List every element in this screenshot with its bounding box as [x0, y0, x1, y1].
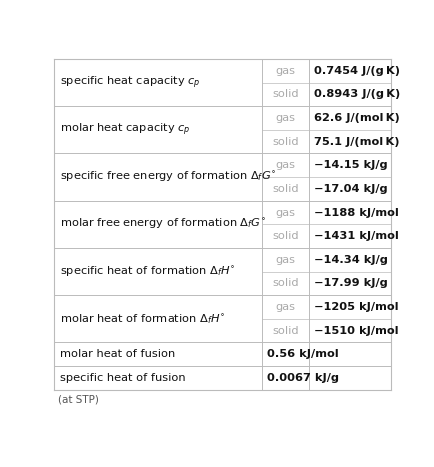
Text: solid: solid: [271, 89, 298, 99]
Text: specific heat of formation $\Delta_{f}H^{\circ}$: specific heat of formation $\Delta_{f}H^…: [59, 264, 235, 279]
Text: 0.56 kJ/mol: 0.56 kJ/mol: [266, 349, 338, 359]
Text: gas: gas: [275, 66, 295, 76]
Text: molar heat capacity $c_{p}$: molar heat capacity $c_{p}$: [59, 121, 190, 138]
Text: solid: solid: [271, 184, 298, 194]
Text: 75.1 J/(mol K): 75.1 J/(mol K): [313, 137, 398, 147]
Text: −1431 kJ/mol: −1431 kJ/mol: [313, 231, 398, 241]
Text: solid: solid: [271, 137, 298, 147]
Text: molar heat of fusion: molar heat of fusion: [59, 349, 174, 359]
Text: 0.0067 kJ/g: 0.0067 kJ/g: [266, 373, 338, 383]
Text: gas: gas: [275, 113, 295, 123]
Text: −1188 kJ/mol: −1188 kJ/mol: [313, 207, 398, 218]
Text: 0.8943 J/(g K): 0.8943 J/(g K): [313, 89, 399, 99]
Text: gas: gas: [275, 207, 295, 218]
Text: −14.34 kJ/g: −14.34 kJ/g: [313, 255, 387, 265]
Text: specific free energy of formation $\Delta_{f}G^{\circ}$: specific free energy of formation $\Delt…: [59, 170, 276, 184]
Text: −17.04 kJ/g: −17.04 kJ/g: [313, 184, 387, 194]
Text: solid: solid: [271, 278, 298, 289]
Text: −1510 kJ/mol: −1510 kJ/mol: [313, 325, 398, 336]
Text: −1205 kJ/mol: −1205 kJ/mol: [313, 302, 398, 312]
Text: specific heat capacity $c_{p}$: specific heat capacity $c_{p}$: [59, 74, 200, 91]
Text: molar heat of formation $\Delta_{f}H^{\circ}$: molar heat of formation $\Delta_{f}H^{\c…: [59, 312, 225, 326]
Text: gas: gas: [275, 160, 295, 170]
Text: −14.15 kJ/g: −14.15 kJ/g: [313, 160, 387, 170]
Text: (at STP): (at STP): [58, 394, 99, 404]
Text: solid: solid: [271, 231, 298, 241]
Text: 62.6 J/(mol K): 62.6 J/(mol K): [313, 113, 399, 123]
Text: 0.7454 J/(g K): 0.7454 J/(g K): [313, 66, 399, 76]
Text: solid: solid: [271, 325, 298, 336]
Text: −17.99 kJ/g: −17.99 kJ/g: [313, 278, 387, 289]
Text: gas: gas: [275, 255, 295, 265]
Text: specific heat of fusion: specific heat of fusion: [59, 373, 185, 383]
Text: gas: gas: [275, 302, 295, 312]
Text: molar free energy of formation $\Delta_{f}G^{\circ}$: molar free energy of formation $\Delta_{…: [59, 217, 265, 231]
